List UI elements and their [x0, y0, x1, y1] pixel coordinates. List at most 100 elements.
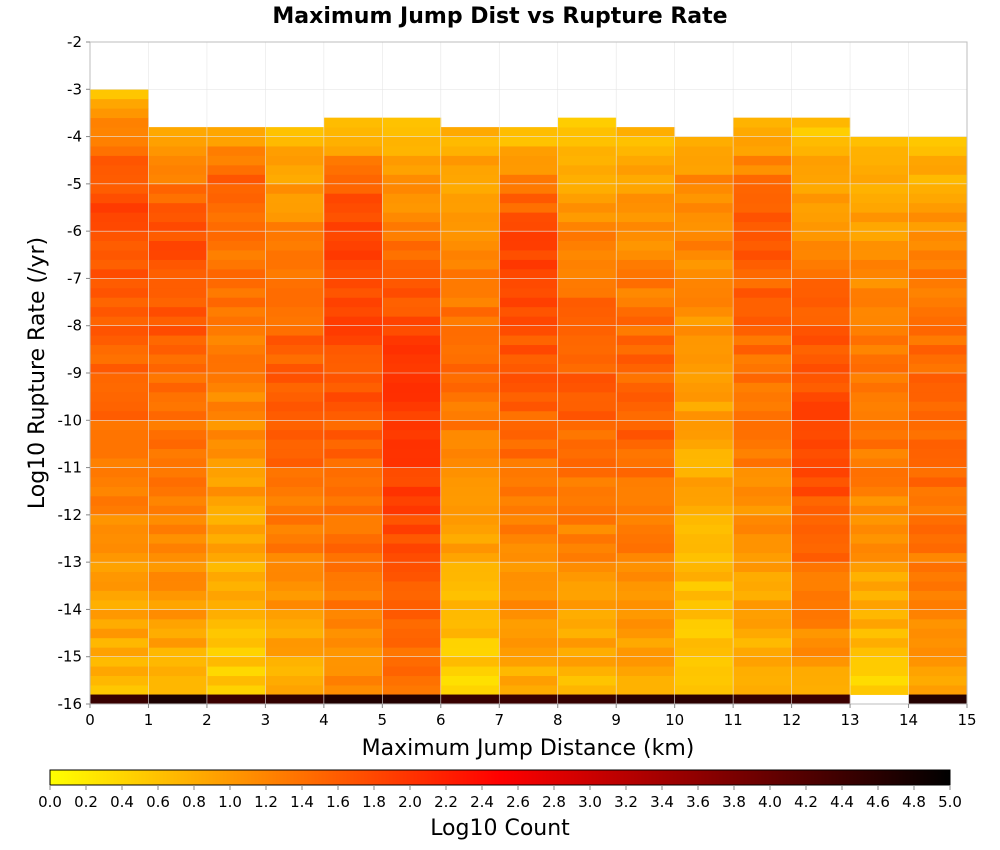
- heatmap-cell: [674, 259, 734, 270]
- heatmap-cell: [440, 306, 500, 317]
- heatmap-cell: [323, 666, 383, 677]
- y-tick-label: -13: [58, 553, 83, 571]
- heatmap-cell: [440, 429, 500, 440]
- colorbar-tick-label: 4.0: [758, 793, 782, 811]
- heatmap-cell: [674, 675, 734, 686]
- heatmap-cell: [440, 335, 500, 346]
- heatmap-cell: [733, 533, 792, 544]
- heatmap-cell: [499, 562, 559, 572]
- y-axis-ticks: -2 -3 -4 -5 -6 -7 -8 -9 -10 -11 -12 -13 -14 -15 -16: [58, 33, 90, 713]
- heatmap-cell: [206, 174, 266, 185]
- heatmap-cell: [440, 618, 500, 629]
- heatmap-cell: [674, 609, 734, 620]
- heatmap-cell: [499, 448, 559, 459]
- heatmap-cell: [265, 581, 325, 591]
- heatmap-cell: [148, 477, 208, 487]
- heatmap-cell-bottom: [557, 694, 617, 704]
- heatmap-cell: [90, 420, 149, 431]
- y-tick-label: -2: [67, 33, 82, 51]
- heatmap-cell: [908, 581, 968, 591]
- heatmap-cell: [382, 164, 442, 175]
- heatmap-cell: [499, 155, 559, 166]
- heatmap-cell: [206, 533, 266, 544]
- heatmap-cell: [440, 325, 500, 336]
- heatmap-cell: [382, 637, 442, 648]
- heatmap-cell: [674, 316, 734, 327]
- heatmap-cell: [616, 599, 676, 610]
- heatmap-cell: [90, 287, 149, 298]
- heatmap-cell: [499, 628, 559, 639]
- heatmap-cell: [499, 193, 559, 204]
- heatmap-cell: [850, 240, 909, 251]
- heatmap-cell: [206, 127, 266, 137]
- heatmap-cell: [323, 202, 383, 213]
- heatmap-cell: [499, 685, 559, 695]
- heatmap-cell: [382, 202, 442, 213]
- heatmap-cell: [674, 268, 734, 279]
- heatmap-cell: [440, 202, 500, 213]
- heatmap-cell: [733, 212, 792, 223]
- heatmap-cell: [323, 505, 383, 516]
- heatmap-cell: [440, 599, 500, 610]
- heatmap-cell: [265, 278, 325, 289]
- heatmap-cell: [850, 458, 909, 468]
- colorbar-ticks: 0.0 0.2 0.4 0.6 0.8 1.0 1.2 1.4 1.6 1.8 2.0 2.2 2.4 2…: [38, 785, 962, 811]
- heatmap-cell: [733, 155, 792, 166]
- heatmap-cell: [382, 524, 442, 535]
- heatmap-cell: [499, 174, 559, 185]
- heatmap-cell: [323, 628, 383, 639]
- heatmap-cell: [323, 448, 383, 459]
- heatmap-cell: [791, 618, 851, 629]
- heatmap-cell: [382, 618, 442, 629]
- heatmap-cell: [791, 599, 851, 610]
- heatmap-cell: [440, 363, 500, 374]
- heatmap-cell: [382, 514, 442, 525]
- heatmap-cell: [382, 335, 442, 346]
- heatmap-cell: [265, 439, 325, 450]
- heatmap-cell: [557, 306, 617, 317]
- heatmap-cell-bottom: [908, 694, 968, 704]
- heatmap-cell: [148, 685, 208, 695]
- heatmap-cell: [382, 354, 442, 364]
- heatmap-cell: [382, 401, 442, 412]
- heatmap-cell-bottom: [90, 694, 149, 704]
- heatmap-cell: [616, 410, 676, 421]
- colorbar-tick-label: 2.4: [470, 793, 494, 811]
- heatmap-cell: [382, 268, 442, 279]
- y-tick-label: -14: [58, 600, 83, 618]
- heatmap-cell: [557, 391, 617, 402]
- heatmap-cell: [850, 391, 909, 402]
- heatmap-cell: [557, 552, 617, 563]
- heatmap-cell: [265, 552, 325, 563]
- heatmap-cell: [382, 467, 442, 478]
- heatmap-cell: [206, 458, 266, 468]
- heatmap-cell: [265, 448, 325, 459]
- heatmap-cell: [440, 268, 500, 279]
- heatmap-cell: [440, 543, 500, 554]
- heatmap-cell: [908, 306, 968, 317]
- heatmap-cell: [148, 363, 208, 374]
- heatmap-cell: [616, 221, 676, 232]
- heatmap-cell: [90, 108, 149, 119]
- y-tick-label: -15: [58, 648, 83, 666]
- heatmap-cell: [90, 354, 149, 364]
- heatmap-cell: [499, 458, 559, 468]
- heatmap-cell: [850, 581, 909, 591]
- heatmap-cell: [148, 581, 208, 591]
- heatmap-cell: [265, 391, 325, 402]
- heatmap-cell: [674, 297, 734, 308]
- heatmap-cell: [265, 609, 325, 620]
- heatmap-cell: [90, 231, 149, 241]
- heatmap-cell: [499, 287, 559, 298]
- heatmap-cell: [206, 609, 266, 620]
- heatmap-cell: [265, 155, 325, 166]
- heatmap-cell: [499, 552, 559, 563]
- heatmap-cell: [733, 505, 792, 516]
- heatmap-cell: [908, 439, 968, 450]
- heatmap-cell: [323, 467, 383, 478]
- heatmap-cell: [733, 495, 792, 506]
- heatmap-cell: [382, 685, 442, 695]
- heatmap-cell: [265, 202, 325, 213]
- heatmap-cell: [382, 278, 442, 289]
- heatmap-cell: [148, 268, 208, 279]
